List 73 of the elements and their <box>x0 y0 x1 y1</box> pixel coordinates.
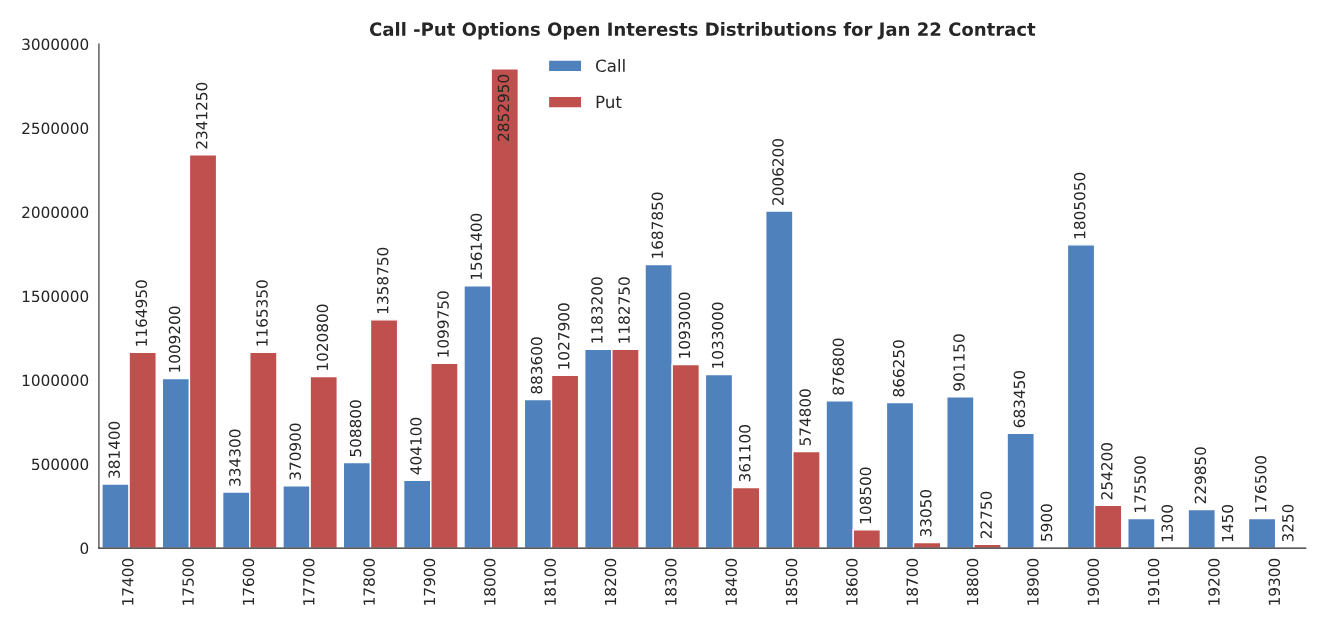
x-tick-label: 19300 <box>1268 558 1281 605</box>
bar <box>1187 508 1216 549</box>
x-tick-label: 18500 <box>785 558 798 605</box>
data-label: 876800 <box>832 338 845 395</box>
y-tick-label: 0 <box>80 542 89 555</box>
bar <box>1247 517 1277 549</box>
data-label: 334300 <box>229 429 241 486</box>
data-label: 5900 <box>1040 504 1053 541</box>
data-label: 2852950 <box>497 74 510 141</box>
chart-title: Call -Put Options Open Interests Distributions for Jan 22 Contract <box>369 22 1036 40</box>
data-label: 108500 <box>859 467 872 524</box>
data-label: 574800 <box>799 389 811 446</box>
data-label: 866250 <box>892 340 905 397</box>
x-tick-label: 18900 <box>1027 558 1039 605</box>
data-label: 22750 <box>980 491 992 539</box>
data-label: 1009200 <box>168 306 181 372</box>
data-label: 508800 <box>349 400 362 457</box>
x-tick-label: 19000 <box>1087 558 1100 605</box>
x-tick-label: 19200 <box>1208 558 1220 605</box>
x-tick-label: 17700 <box>303 558 315 605</box>
x-tick-label: 17900 <box>423 558 436 605</box>
data-label: 1027900 <box>557 303 570 369</box>
x-tick-label: 18200 <box>604 558 617 605</box>
y-tick-label: 2500000 <box>22 122 89 135</box>
data-label: 1033000 <box>711 302 724 368</box>
data-label: 1020800 <box>316 304 329 370</box>
data-label: 1300 <box>1161 504 1173 542</box>
data-label: 404100 <box>410 417 422 475</box>
data-label: 229850 <box>1194 447 1207 504</box>
x-tick-label: 17800 <box>363 558 375 605</box>
x-tick-label: 18000 <box>484 558 496 605</box>
y-tick-label: 2000000 <box>22 206 89 219</box>
y-tick-label: 1500000 <box>22 290 89 303</box>
x-tick-label: 17500 <box>182 558 194 605</box>
data-label: 2006200 <box>772 138 784 205</box>
x-tick-label: 18800 <box>966 558 979 605</box>
data-label: 1093000 <box>678 292 691 358</box>
x-tick-label: 19100 <box>1147 558 1160 605</box>
data-label: 1165350 <box>256 280 268 346</box>
y-tick-label: 1000000 <box>22 374 89 387</box>
x-tick-label: 18100 <box>544 558 556 605</box>
data-label: 1164950 <box>135 280 148 346</box>
x-tick-label: 18600 <box>846 558 858 605</box>
x-tick-label: 18700 <box>906 558 919 605</box>
data-label: 1182750 <box>618 277 630 343</box>
data-label: 1805050 <box>1073 172 1086 239</box>
data-label: 1561400 <box>470 213 483 280</box>
data-label: 1687850 <box>651 192 664 258</box>
data-label: 370900 <box>289 423 301 480</box>
x-tick-label: 18300 <box>665 558 677 605</box>
data-label: 2341250 <box>195 82 208 149</box>
data-label: 176500 <box>1254 456 1267 512</box>
data-label: 33050 <box>920 489 932 537</box>
bar <box>1127 517 1156 549</box>
data-label: 901150 <box>953 334 965 391</box>
data-label: 1099750 <box>437 291 449 357</box>
data-label: 175500 <box>1134 456 1146 512</box>
data-label: 683450 <box>1013 370 1026 428</box>
data-label: 883600 <box>530 337 543 394</box>
data-label: 361100 <box>738 425 751 482</box>
x-tick-label: 18400 <box>725 558 737 605</box>
data-label: 381400 <box>108 421 120 478</box>
legend-label: Call <box>596 59 625 72</box>
data-label: 254200 <box>1101 443 1113 500</box>
y-tick-label: 3000000 <box>22 38 89 51</box>
data-label: 1450 <box>1221 504 1234 542</box>
data-label: 1358750 <box>376 247 389 314</box>
y-tick-label: 500000 <box>32 458 89 471</box>
data-label: 3250 <box>1282 504 1294 542</box>
data-label: 1183200 <box>591 277 603 343</box>
x-tick-label: 17400 <box>121 558 134 605</box>
legend-label: Put <box>596 95 622 109</box>
x-tick-label: 17600 <box>242 558 255 605</box>
